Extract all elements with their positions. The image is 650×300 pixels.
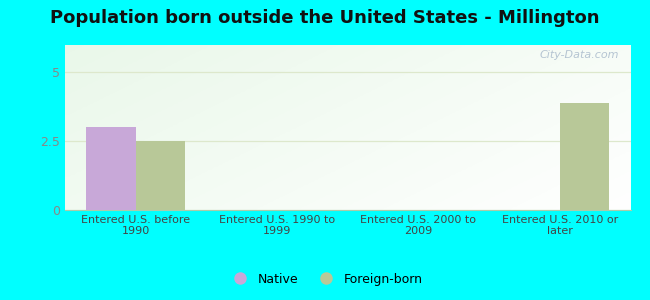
Bar — [560, 103, 609, 210]
Bar — [136, 141, 185, 210]
Text: Population born outside the United States - Millington: Population born outside the United State… — [50, 9, 600, 27]
Bar — [86, 128, 136, 210]
Legend: Native, Foreign-born: Native, Foreign-born — [223, 268, 427, 291]
Text: City-Data.com: City-Data.com — [540, 50, 619, 60]
